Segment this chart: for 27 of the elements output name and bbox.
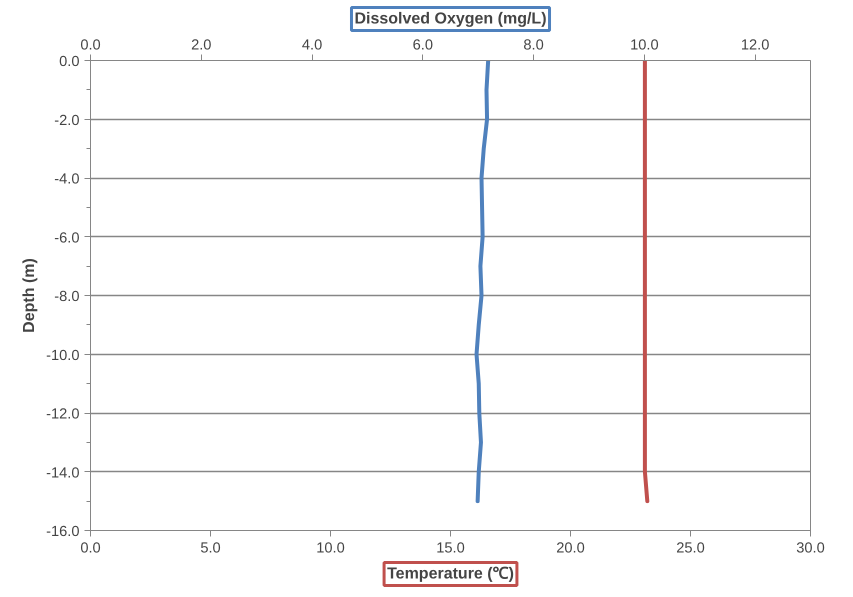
y-tick-label: -4.0	[54, 172, 80, 188]
x2-tick-label: 12.0	[740, 38, 770, 54]
line-series	[642, 60, 650, 504]
x2-axis-title: Dissolved Oxygen (mg/L)	[354, 10, 547, 28]
x2-tick-label: 8.0	[523, 38, 544, 54]
x-tick-label: 30.0	[796, 540, 825, 556]
y-tick-label: -14.0	[46, 465, 80, 482]
x-tick-label: 20.0	[556, 540, 585, 556]
x2-tick-label: 0.0	[80, 38, 101, 54]
y-tick-label: -2.0	[54, 112, 80, 129]
x-tick-label: 0.0	[80, 540, 101, 556]
x-tick-label: 10.0	[316, 540, 345, 556]
x-tick-label: 15.0	[436, 540, 465, 556]
x-tick-label: 5.0	[200, 540, 221, 556]
y-tick-label: -10.0	[46, 348, 80, 364]
x2-tick-label: 10.0	[630, 38, 659, 54]
x-tick-label: 25.0	[676, 540, 705, 556]
y-tick-label: -8.0	[54, 289, 80, 305]
y-axis-title: Depth (m)	[21, 258, 38, 333]
y-tick-label: -6.0	[54, 230, 80, 246]
x2-tick-label: 4.0	[302, 38, 322, 54]
x2-tick-label: 2.0	[191, 38, 212, 54]
y-tick-label: -16.0	[46, 524, 80, 540]
y-tick-label: -12.0	[46, 406, 80, 422]
x-axis-title: Temperature (℃)	[387, 566, 514, 582]
y-tick-label: 0.0	[59, 54, 80, 70]
x2-tick-label: 6.0	[412, 38, 433, 54]
